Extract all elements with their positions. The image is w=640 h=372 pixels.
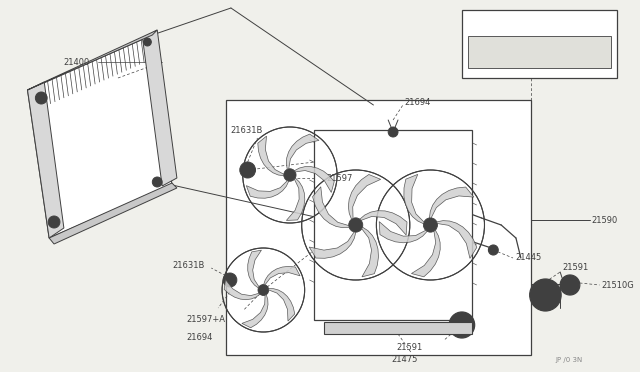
Circle shape [560,275,580,295]
Polygon shape [314,130,472,320]
Circle shape [530,279,561,311]
Circle shape [155,180,160,185]
Circle shape [472,33,475,36]
Polygon shape [360,211,407,235]
Polygon shape [312,187,349,228]
Bar [226,100,531,355]
Circle shape [51,219,57,225]
Bar [468,36,611,68]
Circle shape [143,38,151,46]
Circle shape [491,247,496,253]
Text: 21400: 21400 [64,58,90,67]
Polygon shape [269,289,295,321]
Circle shape [424,218,438,232]
Polygon shape [242,295,268,328]
Text: 21445: 21445 [515,253,541,263]
Text: 21590: 21590 [591,215,618,224]
Text: 21591: 21591 [562,263,588,273]
Text: JP /0 3N: JP /0 3N [556,357,582,363]
Polygon shape [49,183,177,244]
Polygon shape [404,174,424,224]
Text: 21597+A: 21597+A [187,315,226,324]
Polygon shape [143,30,177,186]
Circle shape [284,169,296,181]
Circle shape [35,92,47,104]
Circle shape [152,177,162,187]
Text: 21591: 21591 [396,343,422,353]
Polygon shape [28,30,157,90]
Circle shape [565,280,575,290]
Polygon shape [246,181,289,198]
Circle shape [244,166,252,174]
Circle shape [454,317,470,333]
Circle shape [349,218,363,232]
Polygon shape [294,167,334,192]
Polygon shape [436,221,477,259]
Circle shape [223,273,237,287]
Circle shape [38,95,44,101]
Polygon shape [348,174,381,219]
Polygon shape [362,227,378,277]
Polygon shape [28,82,64,238]
Circle shape [470,32,477,38]
Polygon shape [412,230,440,277]
Bar [462,10,617,78]
Polygon shape [379,222,427,243]
Circle shape [227,276,234,283]
Polygon shape [429,187,474,218]
Circle shape [240,162,255,178]
Text: 21631B: 21631B [230,125,262,135]
Circle shape [258,285,269,295]
Polygon shape [264,266,300,285]
Circle shape [388,127,398,137]
Circle shape [48,216,60,228]
Polygon shape [248,250,262,288]
Bar [324,322,472,334]
Circle shape [449,312,475,338]
Polygon shape [28,35,172,238]
Polygon shape [286,178,305,221]
Polygon shape [309,232,356,258]
Text: 21475: 21475 [391,356,417,365]
Text: 21694: 21694 [405,97,431,106]
Polygon shape [224,279,260,300]
Text: 21510G: 21510G [602,280,634,289]
Polygon shape [258,136,284,176]
Circle shape [536,285,556,305]
Circle shape [458,321,466,329]
Text: 21597: 21597 [326,173,353,183]
Text: 21599N: 21599N [524,19,556,29]
Text: 21694: 21694 [187,334,213,343]
Circle shape [541,290,550,300]
Circle shape [488,245,499,255]
Polygon shape [286,134,319,169]
Text: 21631B: 21631B [172,262,204,270]
